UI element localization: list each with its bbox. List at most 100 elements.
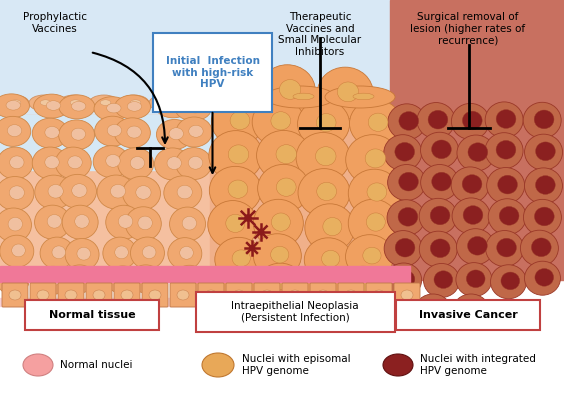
Ellipse shape — [426, 301, 444, 317]
Ellipse shape — [434, 271, 453, 288]
Ellipse shape — [205, 86, 275, 108]
Ellipse shape — [77, 247, 91, 260]
Ellipse shape — [349, 169, 400, 217]
Ellipse shape — [501, 272, 519, 290]
Ellipse shape — [321, 250, 340, 267]
Ellipse shape — [488, 199, 526, 235]
Ellipse shape — [388, 301, 406, 317]
Ellipse shape — [93, 146, 129, 178]
Ellipse shape — [6, 101, 20, 110]
Bar — [210, 115, 390, 280]
Ellipse shape — [176, 148, 212, 180]
Ellipse shape — [463, 206, 483, 224]
Ellipse shape — [468, 237, 487, 255]
Bar — [390, 0, 564, 280]
Ellipse shape — [271, 112, 290, 130]
Ellipse shape — [59, 95, 95, 119]
Ellipse shape — [89, 95, 119, 111]
Ellipse shape — [64, 265, 96, 293]
FancyBboxPatch shape — [2, 283, 28, 307]
Ellipse shape — [107, 103, 121, 113]
Ellipse shape — [188, 103, 202, 113]
Ellipse shape — [523, 199, 561, 235]
Ellipse shape — [142, 246, 156, 259]
Ellipse shape — [45, 127, 59, 138]
Ellipse shape — [130, 100, 141, 105]
Text: Intraepithelial Neoplasia
(Persistent Infection): Intraepithelial Neoplasia (Persistent In… — [231, 301, 359, 323]
Ellipse shape — [40, 100, 51, 105]
Ellipse shape — [265, 86, 335, 108]
Ellipse shape — [232, 250, 250, 266]
Ellipse shape — [535, 176, 555, 194]
Ellipse shape — [298, 100, 350, 148]
Ellipse shape — [45, 156, 59, 169]
Ellipse shape — [317, 290, 329, 300]
Ellipse shape — [125, 207, 161, 241]
Text: Prophylactic
Vaccines: Prophylactic Vaccines — [23, 12, 87, 33]
Ellipse shape — [536, 142, 556, 161]
Ellipse shape — [345, 290, 357, 300]
FancyBboxPatch shape — [226, 283, 252, 307]
FancyBboxPatch shape — [310, 283, 336, 307]
Ellipse shape — [114, 246, 129, 259]
Ellipse shape — [259, 65, 315, 117]
Ellipse shape — [34, 205, 70, 239]
Ellipse shape — [119, 95, 149, 111]
Ellipse shape — [122, 176, 161, 210]
Ellipse shape — [317, 67, 373, 119]
Ellipse shape — [141, 273, 154, 284]
Ellipse shape — [348, 199, 398, 247]
Ellipse shape — [173, 265, 205, 293]
Ellipse shape — [0, 147, 33, 179]
Ellipse shape — [95, 116, 131, 146]
Ellipse shape — [72, 101, 86, 111]
Ellipse shape — [258, 164, 310, 212]
Ellipse shape — [160, 100, 171, 105]
Ellipse shape — [395, 238, 415, 257]
Ellipse shape — [317, 182, 337, 200]
FancyBboxPatch shape — [338, 283, 364, 307]
Ellipse shape — [523, 102, 561, 138]
Ellipse shape — [202, 353, 234, 377]
Ellipse shape — [497, 175, 517, 194]
Ellipse shape — [0, 176, 34, 211]
Ellipse shape — [231, 278, 249, 294]
FancyBboxPatch shape — [153, 33, 272, 112]
Ellipse shape — [75, 273, 87, 284]
Ellipse shape — [71, 128, 86, 140]
Ellipse shape — [107, 266, 139, 294]
Ellipse shape — [37, 290, 49, 300]
Ellipse shape — [276, 145, 297, 164]
Text: Nuclei with integrated
HPV genome: Nuclei with integrated HPV genome — [420, 354, 536, 376]
Ellipse shape — [261, 290, 273, 300]
Ellipse shape — [12, 244, 25, 257]
Ellipse shape — [304, 238, 352, 282]
FancyBboxPatch shape — [366, 283, 392, 307]
Ellipse shape — [184, 273, 197, 284]
Circle shape — [258, 229, 264, 235]
Text: Therapeutic
Vaccines and
Small Molecular
Inhibitors: Therapeutic Vaccines and Small Molecular… — [279, 12, 362, 57]
Ellipse shape — [114, 95, 151, 119]
FancyBboxPatch shape — [198, 283, 224, 307]
Ellipse shape — [121, 290, 133, 300]
Ellipse shape — [149, 95, 179, 111]
Ellipse shape — [535, 207, 554, 226]
Bar — [0, 115, 210, 280]
FancyBboxPatch shape — [142, 283, 168, 307]
Ellipse shape — [228, 180, 248, 198]
Ellipse shape — [525, 168, 562, 204]
Ellipse shape — [271, 246, 289, 263]
Ellipse shape — [72, 184, 87, 197]
Bar — [0, 115, 250, 170]
Ellipse shape — [451, 167, 489, 203]
Ellipse shape — [10, 100, 21, 105]
Ellipse shape — [386, 263, 422, 297]
Ellipse shape — [453, 294, 489, 326]
Text: Nuclei with episomal
HPV genome: Nuclei with episomal HPV genome — [242, 354, 351, 376]
Ellipse shape — [399, 172, 418, 191]
Ellipse shape — [366, 213, 385, 231]
Ellipse shape — [59, 120, 95, 150]
Ellipse shape — [127, 102, 142, 111]
Ellipse shape — [274, 275, 292, 290]
Ellipse shape — [499, 206, 519, 225]
